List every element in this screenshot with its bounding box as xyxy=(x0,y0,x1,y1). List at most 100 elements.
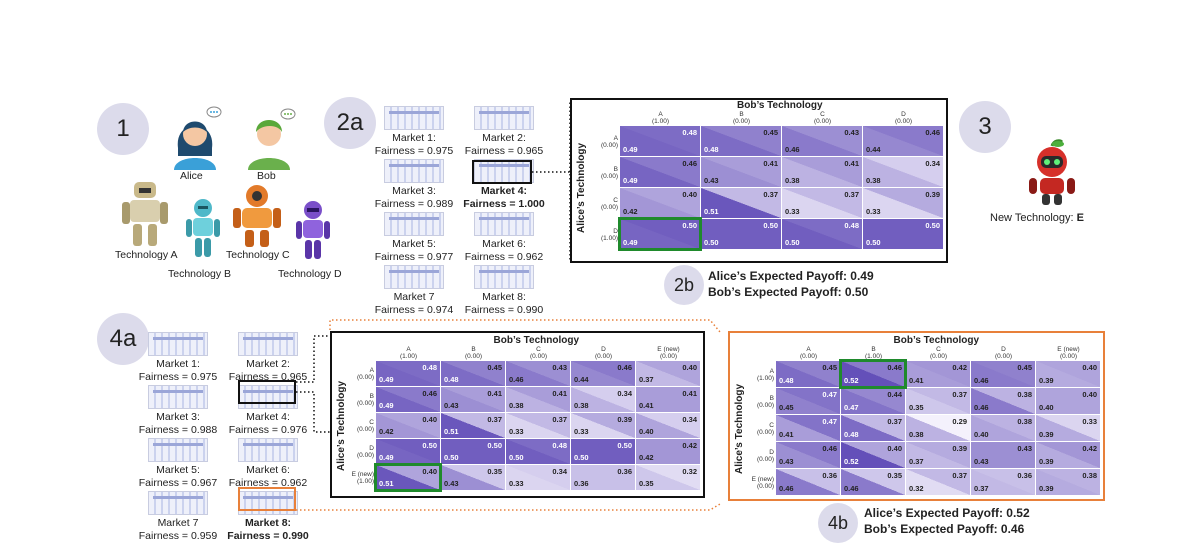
markets_4a-market-1: Market 1: Fairness = 0.975 xyxy=(136,332,220,384)
market-name: Market 4: xyxy=(480,185,528,197)
alice-payoff-value: 0.48 xyxy=(844,430,859,439)
alice-payoff-value: 0.44 xyxy=(574,375,589,384)
matrix_4a-cell: 0.51 0.37 xyxy=(441,413,505,438)
col-header-name: D xyxy=(1001,346,1006,353)
bob-avatar xyxy=(244,110,294,175)
alice-payoff-value: 0.47 xyxy=(844,403,859,412)
matrix_2b-row-header: D (1.00) xyxy=(586,228,618,242)
bob-payoff-value: 0.40 xyxy=(682,363,697,372)
alice-payoff-value: 0.40 xyxy=(974,430,989,439)
market-thumbnail-icon xyxy=(474,106,534,130)
bob-payoff-value: 0.41 xyxy=(487,389,502,398)
bob-payoff-value: 0.45 xyxy=(487,363,502,372)
col-header-name: B xyxy=(471,346,476,353)
bob-payoff-value: 0.34 xyxy=(682,415,697,424)
matrix_4a-cell: 0.49 0.46 xyxy=(376,387,440,412)
bob-payoff-value: 0.44 xyxy=(887,390,902,399)
bob-payoff-value: 0.36 xyxy=(617,467,632,476)
new-technology-name: E xyxy=(1076,212,1084,224)
bob-payoff-value: 0.45 xyxy=(763,128,778,137)
matrix_2b-cell: 0.38 0.34 xyxy=(863,157,943,187)
alice-payoff-value: 0.43 xyxy=(974,457,989,466)
bob-payoff-value: 0.40 xyxy=(1082,363,1097,372)
matrix_2b-cell: 0.38 0.41 xyxy=(782,157,862,187)
market-thumbnail-icon xyxy=(238,332,298,356)
bob-payoff-value: 0.37 xyxy=(763,190,778,199)
alice-payoff-value: 0.38 xyxy=(866,176,881,185)
alice-payoff-value: 0.46 xyxy=(509,375,524,384)
matrix_4a-cell: 0.43 0.41 xyxy=(441,387,505,412)
matrix_2b-cell: 0.49 0.50 xyxy=(620,219,700,249)
row-header-name: E (new) xyxy=(351,471,374,478)
markets_4a-market-3: Market 3: Fairness = 0.988 xyxy=(136,385,220,437)
matrix_2b-equilibrium-highlight xyxy=(618,217,702,251)
bob-payoff-value: 0.41 xyxy=(844,159,859,168)
market-name: Market 8: xyxy=(244,517,292,529)
alice-payoff-value: 0.51 xyxy=(379,479,394,488)
market-fairness: Fairness = 0.975 xyxy=(374,145,454,157)
matrix_4b-row-header: A (1.00) xyxy=(742,368,774,382)
matrix_4a-cell: 0.49 0.48 xyxy=(376,361,440,386)
alice-payoff-value: 0.46 xyxy=(974,376,989,385)
bob-payoff-value: 0.34 xyxy=(925,159,940,168)
alice-payoff-value: 0.43 xyxy=(444,401,459,410)
matrix_4a-cell: 0.49 0.50 xyxy=(376,439,440,464)
payoff-4b-bob: Bob’s Expected Payoff: 0.46 xyxy=(864,522,1025,536)
alice-payoff-value: 0.38 xyxy=(785,176,800,185)
col-header-name: C xyxy=(936,346,941,353)
matrix_4a-cell: 0.38 0.34 xyxy=(571,387,635,412)
matrix_4a-cell: 0.37 0.40 xyxy=(636,361,700,386)
col-header-name: A xyxy=(406,346,411,353)
market-name: Market 2: xyxy=(246,358,290,370)
bob-payoff-value: 0.41 xyxy=(763,159,778,168)
alice-payoff-value: 0.39 xyxy=(1039,376,1054,385)
new-technology-label: New Technology: E xyxy=(990,212,1084,224)
col-header-prob: (0.00) xyxy=(895,118,912,125)
matrix_4a-cell: 0.43 0.35 xyxy=(441,465,505,490)
market-name: Market 8: xyxy=(482,291,526,303)
market-thumbnail-icon xyxy=(384,106,444,130)
matrix_4b-col-header: D (0.00) xyxy=(971,346,1036,360)
row-header-name: E (new) xyxy=(751,475,774,483)
matrix_4b-col-header: C (0.00) xyxy=(906,346,971,360)
row-header-prob: (0.00) xyxy=(357,374,374,381)
bob-payoff-value: 0.50 xyxy=(487,441,502,450)
robot-a-icon xyxy=(122,180,168,253)
markets_4a-market-2: Market 2: Fairness = 0.965 xyxy=(226,332,310,384)
alice-payoff-value: 0.43 xyxy=(444,479,459,488)
robot-c-icon xyxy=(232,184,282,253)
connector-2a-dotted xyxy=(532,100,571,262)
matrix_2b-cell: 0.49 0.48 xyxy=(620,126,700,156)
matrix_4a-row-header: E (new) (1.00) xyxy=(342,471,374,485)
matrix_2b-cell: 0.50 0.48 xyxy=(782,219,862,249)
row-header-prob: (0.00) xyxy=(601,172,618,180)
alice-payoff-value: 0.39 xyxy=(1039,457,1054,466)
markets_2a-market-4: Market 4: Fairness = 1.000 xyxy=(462,159,546,211)
market-thumbnail-icon xyxy=(384,159,444,183)
matrix_4b-cell: 0.40 0.40 xyxy=(1036,388,1100,414)
bob-payoff-value: 0.37 xyxy=(487,415,502,424)
market-fairness: Fairness = 0.990 xyxy=(464,304,544,316)
bob-payoff-value: 0.36 xyxy=(822,471,837,480)
bob-payoff-value: 0.35 xyxy=(887,471,902,480)
alice-payoff-value: 0.33 xyxy=(866,207,881,216)
alice-payoff-value: 0.50 xyxy=(574,453,589,462)
bob-payoff-value: 0.46 xyxy=(682,159,697,168)
alice-label: Alice xyxy=(180,170,203,182)
bob-payoff-value: 0.46 xyxy=(925,128,940,137)
bob-payoff-value: 0.47 xyxy=(822,390,837,399)
bob-payoff-value: 0.34 xyxy=(617,389,632,398)
step-4a-badge: 4a xyxy=(97,313,149,365)
alice-payoff-value: 0.50 xyxy=(785,238,800,247)
matrix_2b-row-header: C (0.00) xyxy=(586,197,618,211)
row-header-name: B xyxy=(369,393,374,400)
alice-payoff-value: 0.50 xyxy=(866,238,881,247)
robot-b-icon xyxy=(183,198,223,263)
alice-payoff-value: 0.40 xyxy=(639,427,654,436)
bob-payoff-value: 0.48 xyxy=(422,363,437,372)
market-name: Market 7 xyxy=(393,291,435,303)
matrix_4b-cell: 0.46 0.35 xyxy=(841,469,905,495)
row-header-name: D xyxy=(613,227,618,235)
market-name: Market 2: xyxy=(482,132,526,144)
bob-payoff-value: 0.50 xyxy=(682,221,697,230)
